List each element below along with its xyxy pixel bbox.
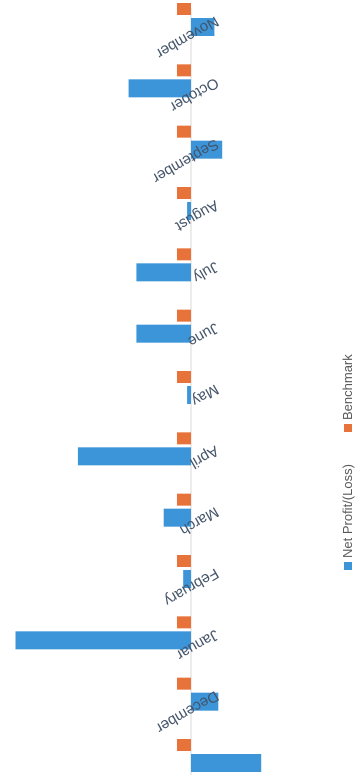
category-label-september: September <box>149 135 221 186</box>
legend-swatch-net-profit <box>344 562 352 570</box>
bars-layer <box>15 3 262 775</box>
bar-net-profit-november <box>191 18 215 36</box>
bar-net-profit-may <box>187 386 191 404</box>
bar-benchmark-november <box>176 3 191 15</box>
bar-benchmark-october <box>176 64 191 77</box>
bar-benchmark-may <box>176 371 191 383</box>
bar-benchmark-april <box>176 432 191 445</box>
category-label-april: April <box>187 442 221 472</box>
legend-label-net-profit: Net Profit/(Loss) <box>340 464 355 558</box>
bar-net-profit-march <box>163 508 191 527</box>
bar-net-profit-june <box>136 324 191 343</box>
bar-benchmark-september <box>176 125 191 138</box>
bar-net-profit-february <box>183 570 191 588</box>
category-label-july: July <box>189 258 221 286</box>
bar-net-profit-october <box>128 79 191 98</box>
legend-label-benchmark: Benchmark <box>340 354 355 420</box>
category-label-december: December <box>153 687 221 736</box>
bar-net-profit-december <box>191 692 219 711</box>
legend-swatch-benchmark <box>344 424 352 432</box>
bar-benchmark-december <box>176 677 191 690</box>
category-label-november: November <box>153 13 221 62</box>
bar-benchmark-first <box>176 739 191 751</box>
bar-benchmark-july <box>176 248 191 261</box>
category-label-may: May <box>188 381 221 410</box>
bar-benchmark-june <box>176 309 191 322</box>
bar-benchmark-february <box>176 555 191 567</box>
category-label-august: August <box>172 197 222 235</box>
bar-net-profit-first <box>191 754 262 772</box>
bar-net-profit-januar <box>15 631 191 650</box>
bar-net-profit-september <box>191 140 223 159</box>
category-label-march: March <box>177 503 222 539</box>
bar-net-profit-april <box>77 447 191 466</box>
legend: Net Profit/(Loss) Benchmark <box>340 354 355 570</box>
bar-net-profit-july <box>136 263 191 282</box>
bar-net-profit-august <box>187 202 191 220</box>
bar-benchmark-march <box>176 493 191 506</box>
bar-benchmark-januar <box>176 616 191 629</box>
category-label-june: June <box>185 319 222 350</box>
bar-benchmark-august <box>176 187 191 199</box>
